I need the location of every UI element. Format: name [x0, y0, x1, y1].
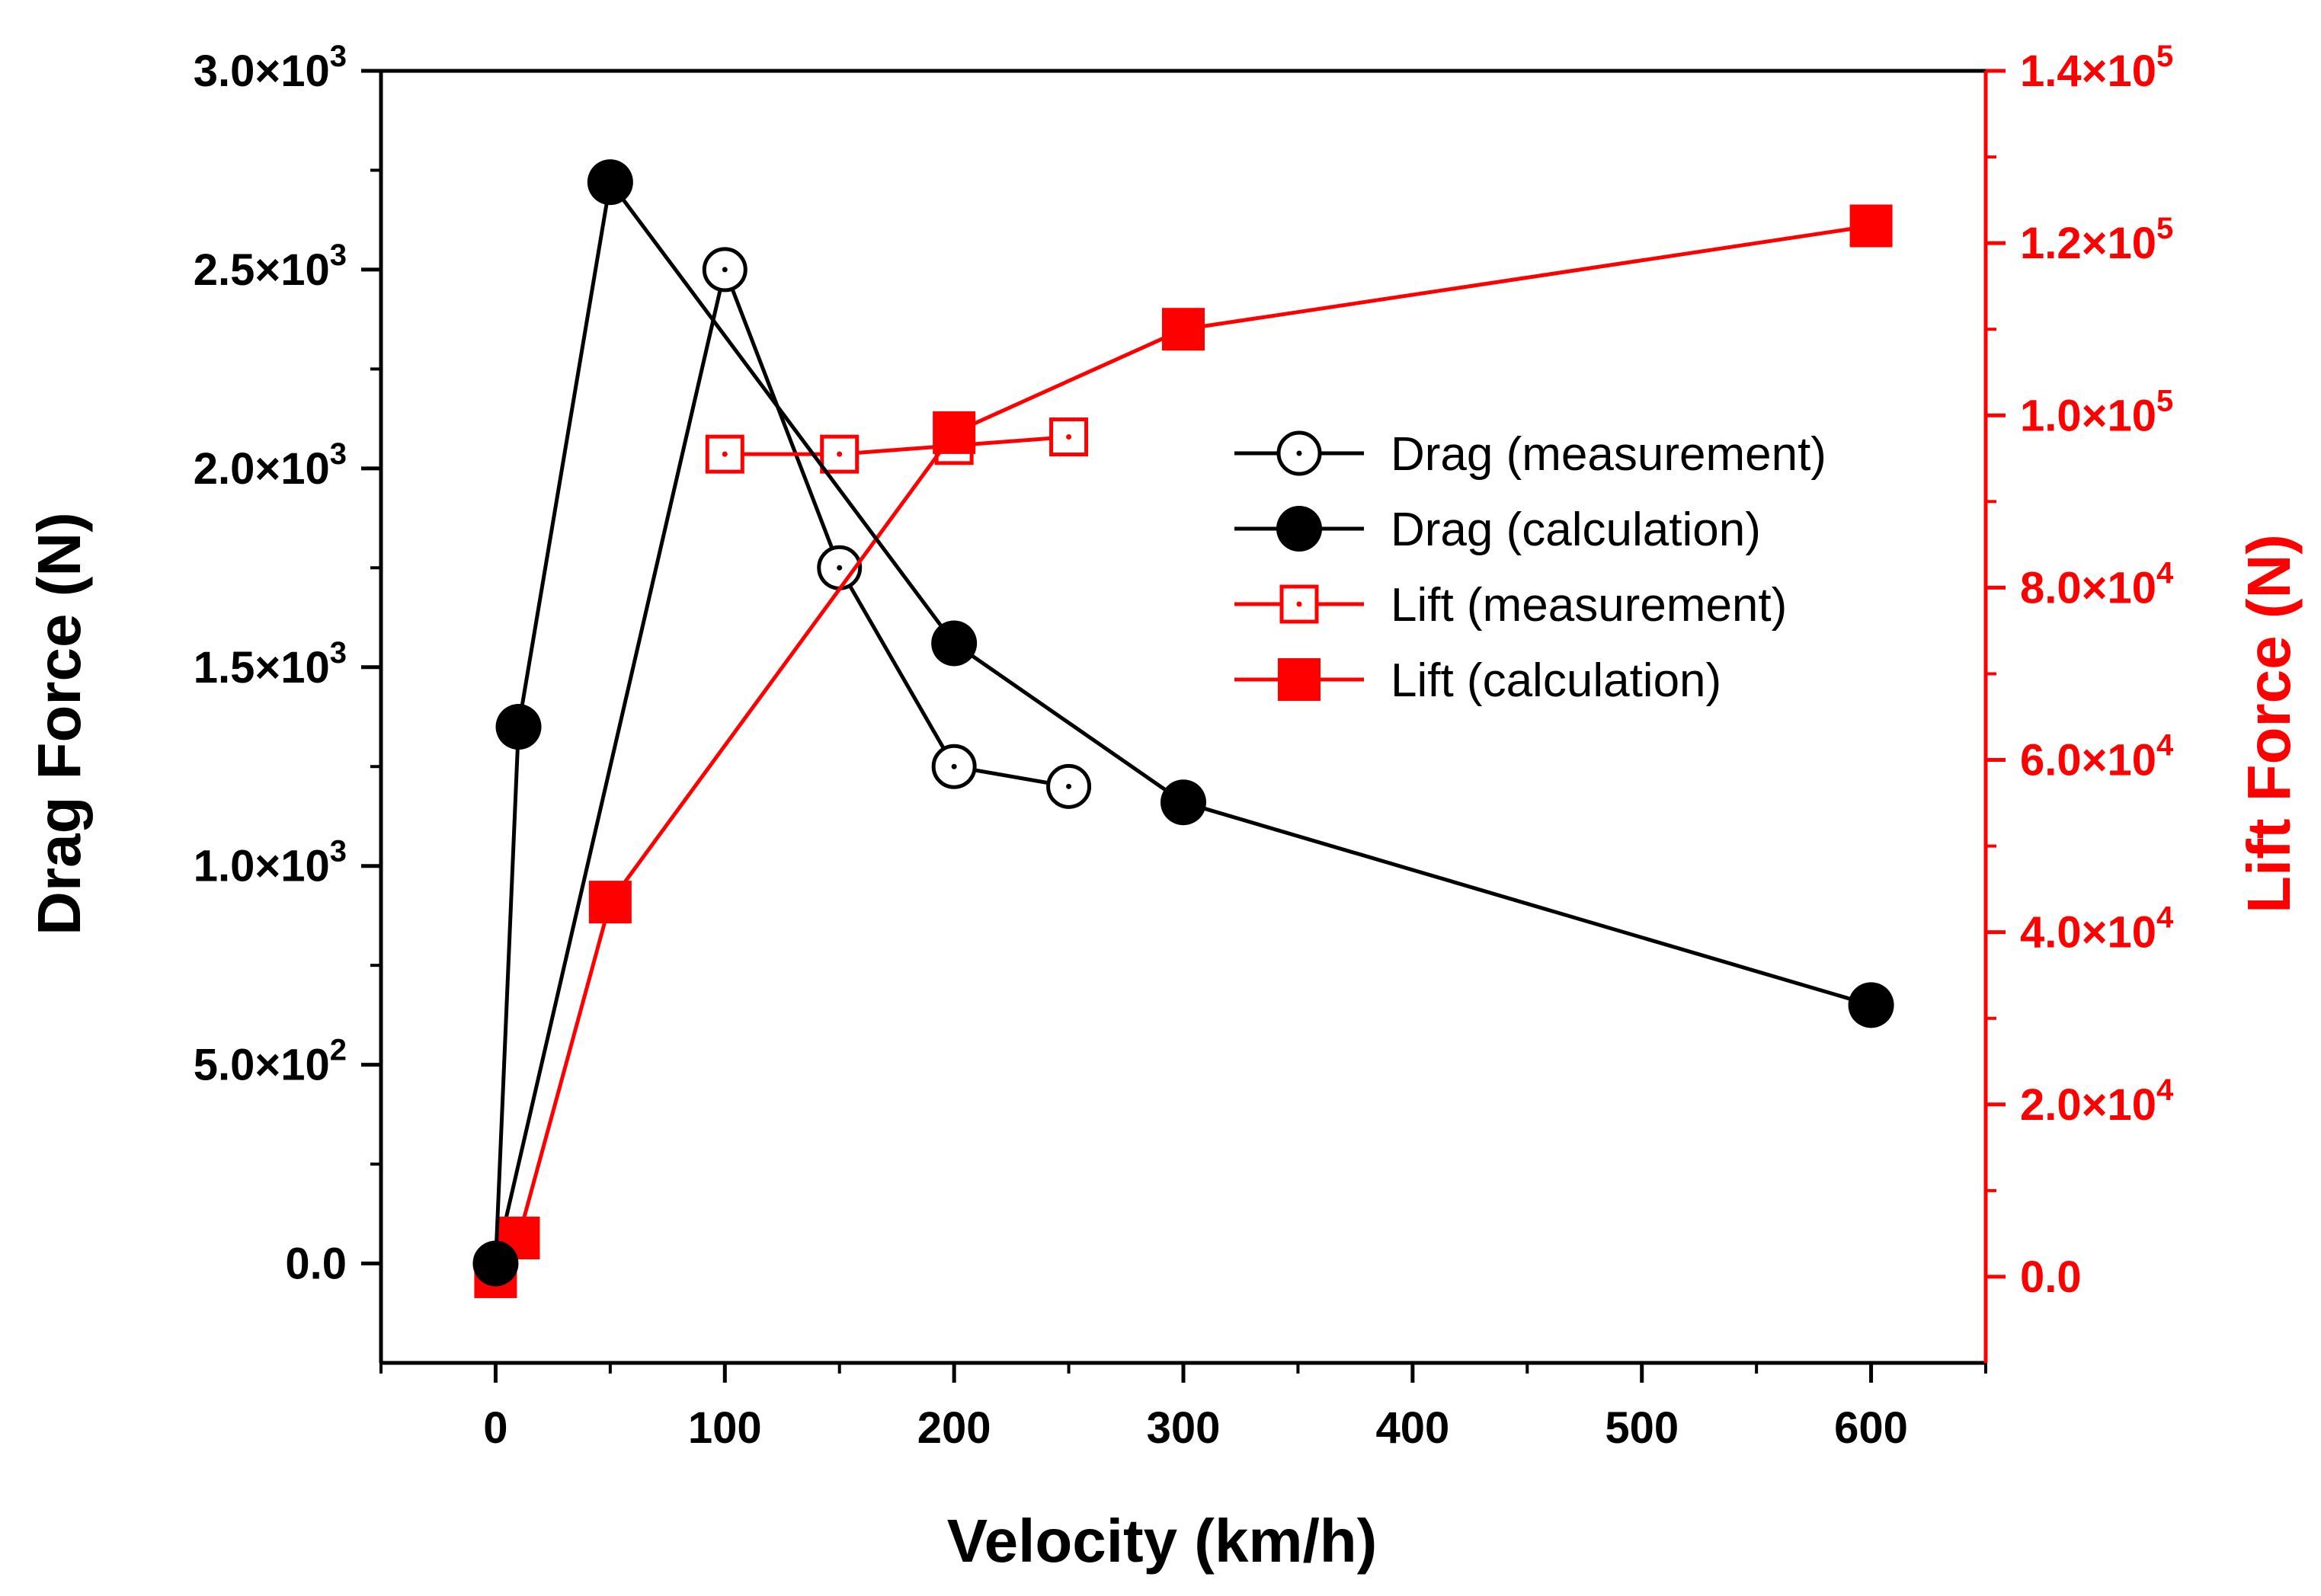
data-point [1049, 417, 1089, 457]
data-point [931, 744, 977, 789]
y-tick-label: 2.5×103 [194, 238, 347, 295]
legend-label: Lift (calculation) [1391, 654, 1721, 707]
legend-label: Lift (measurement) [1391, 579, 1787, 632]
x-axis-title: Velocity (km/h) [947, 1507, 1378, 1575]
data-point [1162, 308, 1205, 351]
legend-entry: Lift (measurement) [1234, 579, 1787, 632]
marker-dot [837, 565, 843, 571]
marker-dot [951, 763, 957, 769]
series-line [725, 435, 1069, 456]
marker-dot [1296, 601, 1302, 607]
marker-square [1279, 584, 1319, 624]
series-lift-calculation [474, 204, 1893, 1298]
legend-marker [1276, 506, 1322, 552]
series-line [494, 224, 1871, 1278]
marker-circle [931, 620, 978, 667]
marker-circle [495, 704, 542, 750]
x-tick-label: 200 [917, 1403, 991, 1453]
marker-square [1162, 308, 1205, 351]
marker-dot [1066, 434, 1072, 440]
y-tick-label: 3.0×103 [194, 40, 347, 96]
data-point [931, 620, 978, 667]
series-drag-calculation [472, 159, 1894, 1287]
series-lift-measurement [705, 417, 1089, 474]
y-tick-label: 1.5×103 [194, 636, 347, 692]
y2-tick-label: 0.0 [2020, 1252, 2082, 1302]
legend-entry: Lift (calculation) [1234, 654, 1721, 707]
x-tick-label: 100 [688, 1403, 762, 1453]
data-point [1160, 779, 1206, 826]
legend: Drag (measurement) Drag (calculation) Lift… [1234, 428, 1826, 707]
x-tick-label: 600 [1834, 1403, 1908, 1453]
y2-tick-label: 1.2×105 [2020, 212, 2173, 268]
marker-circle [1276, 506, 1322, 552]
data-point [702, 247, 748, 293]
data-point [495, 704, 542, 750]
marker-square [1278, 658, 1321, 701]
marker-dot [837, 451, 843, 457]
y2-tick-label: 4.0×104 [2020, 901, 2174, 958]
y2-tick-label: 6.0×104 [2020, 729, 2174, 785]
legend-entry: Drag (measurement) [1234, 428, 1826, 481]
y-axis-title: Drag Force (N) [25, 512, 93, 936]
legend-entry: Drag (calculation) [1234, 504, 1761, 556]
legend-label: Drag (calculation) [1391, 504, 1761, 556]
marker-square [588, 881, 632, 924]
data-point [820, 434, 860, 474]
data-point [472, 1240, 519, 1287]
x-tick-label: 500 [1605, 1403, 1679, 1453]
data-point [588, 881, 632, 924]
marker-square [705, 434, 744, 474]
plot-series [472, 159, 1894, 1298]
marker-dot [722, 267, 728, 273]
marker-dot [1066, 783, 1072, 789]
y2-tick-label: 2.0×104 [2020, 1073, 2174, 1130]
y-tick-label: 2.0×103 [194, 437, 347, 494]
data-point [933, 411, 976, 454]
y2-tick-label: 1.4×105 [2020, 40, 2173, 96]
axes: 0 100 200 300 400 500 600 0.0 5.0×102 1.0×103 1.5×… [194, 40, 2174, 1453]
legend-marker [1279, 584, 1319, 624]
marker-circle [1160, 779, 1206, 826]
data-point [1848, 982, 1894, 1028]
y-tick-label: 0.0 [285, 1239, 347, 1289]
marker-dot [1296, 450, 1302, 456]
marker-square [1849, 204, 1893, 248]
data-point [705, 434, 744, 474]
x-tick-label: 400 [1375, 1403, 1449, 1453]
y2-axis-title: Lift Force (N) [2235, 534, 2303, 913]
marker-circle [472, 1240, 519, 1287]
y-tick-label: 5.0×102 [194, 1034, 347, 1090]
legend-label: Drag (measurement) [1391, 428, 1826, 481]
data-point [1046, 763, 1092, 809]
legend-marker [1276, 430, 1322, 476]
x-tick-label: 0 [483, 1403, 507, 1453]
data-point [1849, 204, 1893, 248]
marker-circle [1848, 982, 1894, 1028]
y2-tick-label: 1.0×105 [2020, 384, 2173, 440]
y-tick-label: 1.0×103 [194, 835, 347, 891]
legend-marker [1278, 658, 1321, 701]
marker-circle [587, 159, 633, 206]
series-drag-measurement [472, 247, 1092, 1287]
x-tick-label: 300 [1147, 1403, 1221, 1453]
marker-dot [722, 451, 728, 457]
y2-tick-label: 8.0×104 [2020, 556, 2174, 612]
series-line [493, 177, 1872, 1264]
marker-square [933, 411, 976, 454]
data-point [587, 159, 633, 206]
